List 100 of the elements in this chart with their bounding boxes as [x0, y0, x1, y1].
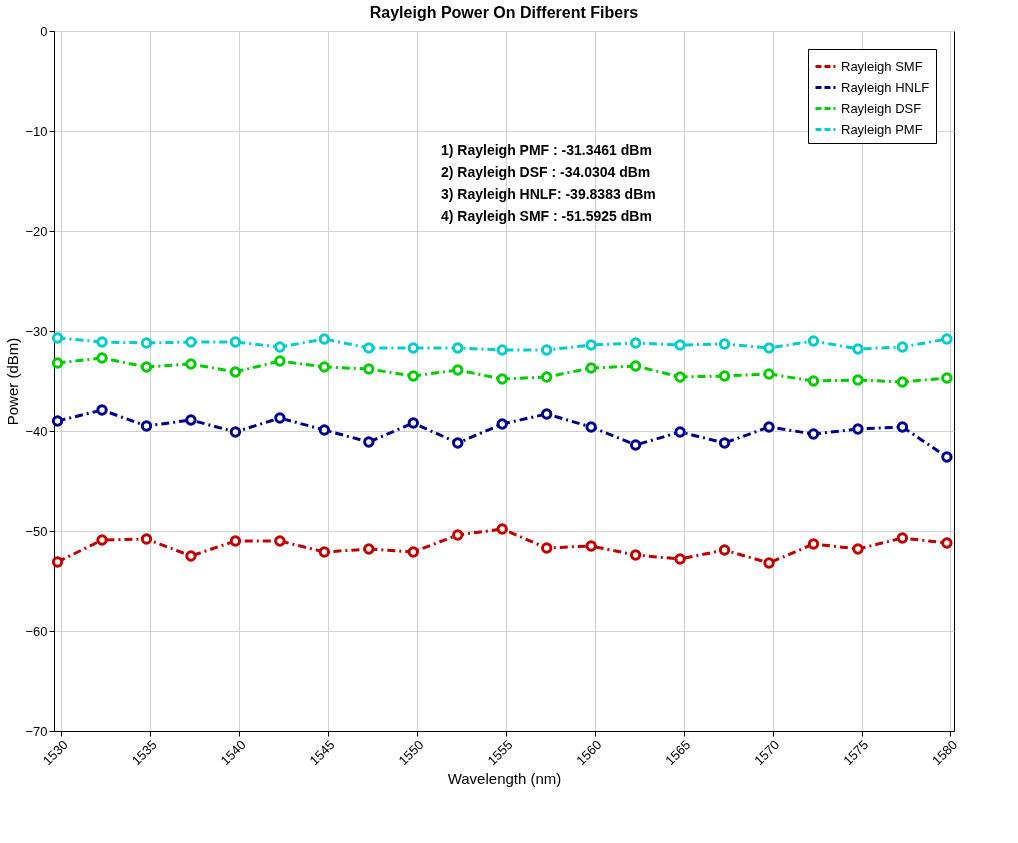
- point: [718, 338, 731, 350]
- point: [51, 332, 64, 344]
- point: [585, 362, 597, 374]
- point: [896, 421, 909, 433]
- point: [541, 408, 553, 420]
- point: [318, 333, 331, 345]
- point: [407, 342, 419, 354]
- point: [407, 370, 419, 382]
- point: [96, 404, 108, 416]
- point: [852, 343, 864, 355]
- point: [585, 421, 597, 433]
- point: [140, 533, 153, 545]
- y-tick-label: −20: [25, 223, 48, 239]
- point: [140, 337, 153, 349]
- y-tick-label: −30: [25, 323, 48, 339]
- point: [229, 366, 242, 378]
- point: [229, 336, 242, 348]
- y-tick-label: 0: [40, 23, 48, 39]
- point: [941, 537, 953, 549]
- chart-title: Rayleigh Power On Different Fibers: [369, 4, 639, 21]
- annotation: 1) Rayleigh PMF : -31.3461 dBm: [441, 142, 652, 159]
- point: [807, 335, 820, 347]
- point: [51, 357, 64, 369]
- annotation: 2) Rayleigh DSF : -34.0304 dBm: [441, 164, 651, 181]
- legend-label: Rayleigh DSF: [841, 100, 922, 116]
- point: [185, 550, 197, 562]
- point: [51, 415, 64, 427]
- point: [807, 375, 820, 387]
- point: [941, 333, 953, 345]
- point: [407, 546, 419, 558]
- point: [718, 437, 731, 449]
- x-axis-title: Wavelength (nm): [447, 770, 562, 788]
- point: [185, 414, 197, 426]
- point: [51, 556, 64, 568]
- y-tick-label: −60: [25, 623, 48, 639]
- point: [185, 336, 197, 348]
- point: [896, 376, 909, 388]
- legend-label: Rayleigh HNLF: [841, 79, 930, 95]
- point: [629, 439, 642, 451]
- point: [363, 436, 375, 448]
- point: [452, 342, 464, 354]
- point: [896, 532, 909, 544]
- point: [452, 437, 464, 449]
- point: [496, 418, 508, 430]
- y-axis-title: Power (dBm): [4, 337, 22, 426]
- point: [763, 342, 775, 354]
- point: [941, 372, 953, 384]
- point: [629, 360, 642, 372]
- point: [674, 371, 686, 383]
- point: [318, 424, 331, 436]
- point: [274, 535, 286, 547]
- point: [140, 420, 153, 432]
- point: [629, 337, 642, 349]
- legend-label: Rayleigh PMF: [841, 121, 923, 137]
- point: [541, 344, 553, 356]
- point: [363, 543, 375, 555]
- point: [585, 339, 597, 351]
- point: [496, 344, 508, 356]
- point: [96, 534, 108, 546]
- point: [807, 428, 820, 440]
- point: [674, 426, 686, 438]
- point: [541, 371, 553, 383]
- point: [763, 557, 775, 569]
- point: [541, 542, 553, 554]
- point: [318, 546, 331, 558]
- point: [318, 361, 331, 373]
- y-tick-label: −70: [25, 723, 48, 739]
- point: [452, 529, 464, 541]
- point: [763, 421, 775, 433]
- point: [763, 368, 775, 380]
- point: [852, 423, 864, 435]
- point: [363, 342, 375, 354]
- point: [896, 341, 909, 353]
- point: [718, 544, 731, 556]
- point: [629, 549, 642, 561]
- legend-label: Rayleigh SMF: [841, 58, 923, 74]
- point: [229, 426, 242, 438]
- point: [407, 417, 419, 429]
- point: [674, 553, 686, 565]
- point: [807, 538, 820, 550]
- point: [229, 535, 242, 547]
- annotation: 4) Rayleigh SMF : -51.5925 dBm: [441, 208, 652, 225]
- point: [452, 364, 464, 376]
- point: [96, 336, 108, 348]
- point: [718, 370, 731, 382]
- y-tick-label: −50: [25, 523, 48, 539]
- point: [140, 361, 153, 373]
- point: [852, 374, 864, 386]
- point: [852, 543, 864, 555]
- point: [496, 373, 508, 385]
- point: [96, 352, 108, 364]
- y-tick-label: −40: [25, 423, 48, 439]
- point: [496, 523, 508, 535]
- point: [941, 451, 953, 463]
- point: [274, 355, 286, 367]
- annotation: 3) Rayleigh HNLF: -39.8383 dBm: [441, 186, 656, 203]
- y-tick-label: −10: [25, 123, 48, 139]
- point: [185, 358, 197, 370]
- point: [363, 363, 375, 375]
- point: [274, 341, 286, 353]
